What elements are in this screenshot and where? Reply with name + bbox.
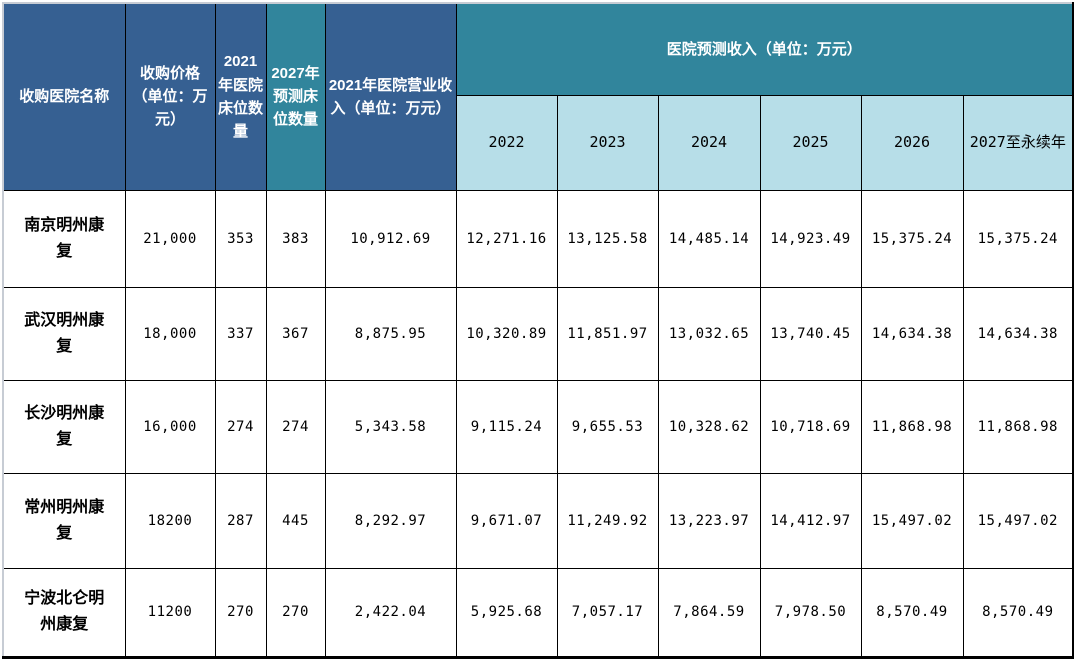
cell-forecast-2025: 13,740.45 <box>759 286 862 381</box>
header-year-2027-perpetual: 2027至永续年 <box>962 94 1074 191</box>
cell-beds-2027: 367 <box>265 286 326 381</box>
header-year-2025: 2025 <box>759 94 862 191</box>
cell-forecast-2022: 10,320.89 <box>455 286 558 381</box>
cell-forecast-2027-perpetual: 15,375.24 <box>962 189 1074 288</box>
header-hospital-name: 收购医院名称 <box>2 2 126 191</box>
table-row: 宁波北仑明州康复 11200 270 270 2,422.04 5,925.68… <box>2 567 1074 658</box>
cell-hospital-name: 武汉明州康复 <box>2 286 126 381</box>
cell-forecast-2025: 14,923.49 <box>759 189 862 288</box>
cell-forecast-2023: 9,655.53 <box>556 379 659 474</box>
cell-forecast-2026: 8,570.49 <box>860 567 964 658</box>
cell-revenue-2021: 8,292.97 <box>324 472 457 569</box>
cell-forecast-2022: 9,115.24 <box>455 379 558 474</box>
cell-forecast-2023: 11,851.97 <box>556 286 659 381</box>
cell-forecast-2026: 15,497.02 <box>860 472 964 569</box>
cell-hospital-name: 长沙明州康复 <box>2 379 126 474</box>
cell-forecast-2022: 12,271.16 <box>455 189 558 288</box>
cell-hospital-name: 宁波北仑明州康复 <box>2 567 126 658</box>
header-revenue-2021: 2021年医院营业收入（单位：万元） <box>324 2 457 191</box>
cell-hospital-name: 常州明州康复 <box>2 472 126 569</box>
cell-forecast-2026: 11,868.98 <box>860 379 964 474</box>
cell-forecast-2026: 14,634.38 <box>860 286 964 381</box>
header-year-2023: 2023 <box>556 94 659 191</box>
cell-beds-2021: 337 <box>214 286 267 381</box>
cell-beds-2027: 274 <box>265 379 326 474</box>
header-beds-2021: 2021年医院床位数量 <box>214 2 267 191</box>
header-row-group: 收购医院名称 收购价格（单位：万元） 2021年医院床位数量 2027年预测床位… <box>2 2 1074 191</box>
header-row-years: 2022 2023 2024 2025 2026 2027至永续年 <box>3 94 1074 191</box>
header-acquisition-price: 收购价格（单位：万元） <box>124 2 216 191</box>
cell-acquisition-price: 16,000 <box>124 379 216 474</box>
cell-forecast-2022: 9,671.07 <box>455 472 558 569</box>
cell-beds-2027: 445 <box>265 472 326 569</box>
cell-revenue-2021: 5,343.58 <box>324 379 457 474</box>
cell-forecast-2025: 14,412.97 <box>759 472 862 569</box>
cell-revenue-2021: 8,875.95 <box>324 286 457 381</box>
header-beds-2027: 2027年预测床位数量 <box>265 2 326 191</box>
cell-acquisition-price: 21,000 <box>124 189 216 288</box>
cell-forecast-2023: 13,125.58 <box>556 189 659 288</box>
cell-forecast-2023: 7,057.17 <box>556 567 659 658</box>
cell-revenue-2021: 10,912.69 <box>324 189 457 288</box>
cell-forecast-2023: 11,249.92 <box>556 472 659 569</box>
header-year-2024: 2024 <box>657 94 761 191</box>
cell-beds-2021: 353 <box>214 189 267 288</box>
cell-beds-2021: 287 <box>214 472 267 569</box>
cell-forecast-2024: 14,485.14 <box>657 189 761 288</box>
cell-forecast-2024: 7,864.59 <box>657 567 761 658</box>
cell-forecast-2024: 10,328.62 <box>657 379 761 474</box>
acquisition-table: 收购医院名称 收购价格（单位：万元） 2021年医院床位数量 2027年预测床位… <box>2 2 1075 659</box>
table-row: 长沙明州康复 16,000 274 274 5,343.58 9,115.24 … <box>2 379 1074 474</box>
cell-forecast-2027-perpetual: 8,570.49 <box>962 567 1074 658</box>
cell-hospital-name: 南京明州康复 <box>2 189 126 288</box>
cell-forecast-2024: 13,223.97 <box>657 472 761 569</box>
header-year-2022: 2022 <box>455 94 558 191</box>
cell-revenue-2021: 2,422.04 <box>324 567 457 658</box>
cell-beds-2027: 383 <box>265 189 326 288</box>
table-row: 南京明州康复 21,000 353 383 10,912.69 12,271.1… <box>2 189 1074 288</box>
cell-beds-2021: 274 <box>214 379 267 474</box>
cell-forecast-2024: 13,032.65 <box>657 286 761 381</box>
header-year-2026: 2026 <box>860 94 964 191</box>
cell-acquisition-price: 11200 <box>124 567 216 658</box>
cell-forecast-2025: 7,978.50 <box>759 567 862 658</box>
cell-acquisition-price: 18,000 <box>124 286 216 381</box>
header-forecast-revenue-group: 医院预测收入（单位：万元） <box>455 2 1074 96</box>
table-row: 武汉明州康复 18,000 337 367 8,875.95 10,320.89… <box>2 286 1074 381</box>
cell-forecast-2022: 5,925.68 <box>455 567 558 658</box>
cell-acquisition-price: 18200 <box>124 472 216 569</box>
cell-forecast-2025: 10,718.69 <box>759 379 862 474</box>
cell-forecast-2026: 15,375.24 <box>860 189 964 288</box>
table-row: 常州明州康复 18200 287 445 8,292.97 9,671.07 1… <box>2 472 1074 569</box>
cell-beds-2021: 270 <box>214 567 267 658</box>
cell-forecast-2027-perpetual: 11,868.98 <box>962 379 1074 474</box>
cell-beds-2027: 270 <box>265 567 326 658</box>
cell-forecast-2027-perpetual: 15,497.02 <box>962 472 1074 569</box>
cell-forecast-2027-perpetual: 14,634.38 <box>962 286 1074 381</box>
